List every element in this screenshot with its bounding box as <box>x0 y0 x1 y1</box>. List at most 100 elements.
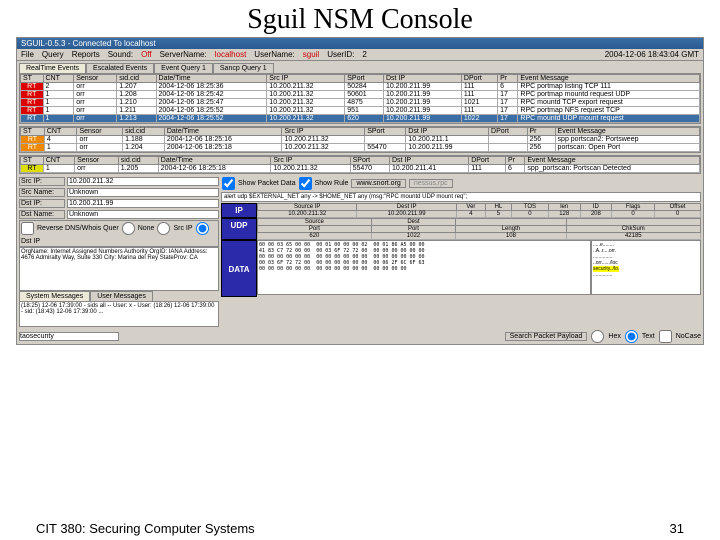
col-header[interactable]: sid.cid <box>117 75 156 83</box>
table-row[interactable]: RT1orr1.2102004-12-06 18:25:4710.200.211… <box>21 99 700 107</box>
events-table-3[interactable]: STCNTSensorsid.cidDate/TimeSrc IPSPortDs… <box>20 156 700 173</box>
tab-event-query[interactable]: Event Query 1 <box>154 63 213 73</box>
menu-file[interactable]: File <box>21 50 34 59</box>
col-header[interactable]: Sensor <box>75 157 119 165</box>
col-header[interactable]: Date/Time <box>158 157 271 165</box>
col-header[interactable]: ST <box>21 75 44 83</box>
col-header[interactable]: SPort <box>365 128 406 136</box>
window-titlebar: SGUIL-0.5.3 - Connected To localhost <box>17 38 703 49</box>
user-label: UserName: <box>254 50 294 59</box>
col-header[interactable]: ST <box>21 128 45 136</box>
footer-left: CIT 380: Securing Computer Systems <box>36 521 255 536</box>
radio-srcip-label: Src IP <box>173 225 192 232</box>
udp-header-table: SourceDestPortPortLengthChkSum6201022108… <box>257 218 701 240</box>
slide-title: Sguil NSM Console <box>0 0 720 37</box>
show-rule-checkbox[interactable] <box>299 177 312 190</box>
col-header[interactable]: Date/Time <box>156 75 267 83</box>
data-label: DATA <box>221 240 257 297</box>
col-header[interactable]: DPort <box>461 75 497 83</box>
src-name-label: Src Name: <box>19 188 65 197</box>
col-header[interactable]: Event Message <box>518 75 700 83</box>
tab-escalated[interactable]: Escalated Events <box>86 63 154 73</box>
col-header[interactable]: Src IP <box>282 128 365 136</box>
col-header[interactable]: Src IP <box>267 75 345 83</box>
userid-label: UserID: <box>327 50 354 59</box>
show-rule-label: Show Rule <box>315 180 349 187</box>
show-packet-checkbox[interactable] <box>222 177 235 190</box>
hex-dump[interactable]: 00 00 03 65 00 00 00 01 00 00 00 02 00 0… <box>257 240 591 295</box>
col-header[interactable]: Pr <box>506 157 525 165</box>
tab-sancp-query[interactable]: Sancp Query 1 <box>213 63 274 73</box>
radio-srcip[interactable] <box>157 222 170 235</box>
col-header[interactable]: DPort <box>489 128 527 136</box>
events-pane-2: STCNTSensorsid.cidDate/TimeSrc IPSPortDs… <box>19 126 701 153</box>
snort-link[interactable]: www.snort.org <box>351 179 405 188</box>
table-row[interactable]: RT1orr1.2052004-12-06 18:25:1810.200.211… <box>21 165 700 173</box>
dst-name-label: Dst Name: <box>19 210 65 219</box>
message-tabs: System Messages User Messages <box>19 291 219 301</box>
nocase-checkbox[interactable] <box>659 330 672 343</box>
tab-realtime[interactable]: RealTime Events <box>19 63 86 73</box>
radio-none[interactable] <box>122 222 135 235</box>
right-detail-column: Show Packet Data Show Rule www.snort.org… <box>221 176 701 327</box>
radio-text[interactable] <box>625 330 638 343</box>
col-header[interactable]: Src IP <box>271 157 350 165</box>
table-row[interactable]: RT1orr1.2082004-12-06 18:25:4210.200.211… <box>21 91 700 99</box>
udp-section: UDP SourceDestPortPortLengthChkSum620102… <box>221 218 701 240</box>
table-row[interactable]: RT2orr1.2072004-12-06 18:25:3610.200.211… <box>21 83 700 91</box>
col-header[interactable]: SPort <box>345 75 384 83</box>
col-header[interactable]: SPort <box>350 157 389 165</box>
data-section: DATA 00 00 03 65 00 00 00 01 00 00 00 02… <box>221 240 701 297</box>
events-table-2[interactable]: STCNTSensorsid.cidDate/TimeSrc IPSPortDs… <box>20 127 700 152</box>
col-header[interactable]: CNT <box>43 157 74 165</box>
col-header[interactable]: Sensor <box>77 128 123 136</box>
col-header[interactable]: CNT <box>43 75 74 83</box>
col-header[interactable]: sid.cid <box>118 157 158 165</box>
search-payload-button[interactable]: Search Packet Payload <box>505 332 588 341</box>
menu-query[interactable]: Query <box>42 50 64 59</box>
user-name: sguil <box>303 50 319 59</box>
ip-section: IP Source IPDest IPVerHLTOSlenIDFlagsOff… <box>221 203 701 218</box>
radio-dstip[interactable] <box>196 222 209 235</box>
whois-label: Reverse DNS/Whois Quer <box>37 225 119 232</box>
col-header[interactable]: ST <box>21 157 44 165</box>
sound-status: Off <box>141 50 152 59</box>
col-header[interactable]: Dst IP <box>389 157 468 165</box>
col-header[interactable]: Sensor <box>74 75 117 83</box>
col-header[interactable]: Event Message <box>525 157 700 165</box>
col-header[interactable]: DPort <box>469 157 506 165</box>
tab-user-messages[interactable]: User Messages <box>90 291 153 301</box>
dst-name-field[interactable] <box>67 210 219 219</box>
ascii-dump[interactable]: .....e..........A..r....orr.............… <box>591 240 701 295</box>
events-table-1[interactable]: STCNTSensorsid.cidDate/TimeSrc IPSPortDs… <box>20 74 700 123</box>
table-row[interactable]: RT4orr1.1882004-12-06 18:25:1610.200.211… <box>21 136 700 144</box>
src-name-field[interactable] <box>67 188 219 197</box>
col-header[interactable]: CNT <box>44 128 77 136</box>
col-header[interactable]: Dst IP <box>406 128 489 136</box>
tab-system-messages[interactable]: System Messages <box>19 291 90 301</box>
events-pane-3: STCNTSensorsid.cidDate/TimeSrc IPSPortDs… <box>19 155 701 174</box>
whois-toggle[interactable] <box>21 222 34 235</box>
table-row[interactable]: RT1orr1.2042004-12-06 18:25:1810.200.211… <box>21 144 700 152</box>
dst-ip-field[interactable] <box>67 199 219 208</box>
ref-button[interactable]: nessus,rpc <box>409 179 453 188</box>
ip-label: IP <box>221 203 257 218</box>
col-header[interactable]: sid.cid <box>123 128 165 136</box>
col-header[interactable]: Event Message <box>555 128 699 136</box>
col-header[interactable]: Dst IP <box>383 75 461 83</box>
show-packet-label: Show Packet Data <box>238 180 296 187</box>
table-row[interactable]: RT1orr1.2132004-12-06 18:25:5210.200.211… <box>21 115 700 123</box>
col-header[interactable]: Pr <box>498 75 518 83</box>
src-ip-field[interactable] <box>67 177 219 186</box>
menu-reports[interactable]: Reports <box>72 50 100 59</box>
radio-hex-label: Hex <box>608 333 620 340</box>
table-row[interactable]: RT1orr1.2112004-12-06 18:25:5210.200.211… <box>21 107 700 115</box>
clock: 2004-12-06 18:43:04 GMT <box>605 50 699 59</box>
whois-output: OrgName: Internet Assigned Numbers Autho… <box>19 247 219 291</box>
user-input[interactable] <box>19 332 119 341</box>
footer-right: 31 <box>670 521 684 536</box>
whois-radio-row: Reverse DNS/Whois Quer None Src IP Dst I… <box>19 220 219 247</box>
radio-hex[interactable] <box>591 330 604 343</box>
col-header[interactable]: Pr <box>527 128 555 136</box>
col-header[interactable]: Date/Time <box>164 128 282 136</box>
